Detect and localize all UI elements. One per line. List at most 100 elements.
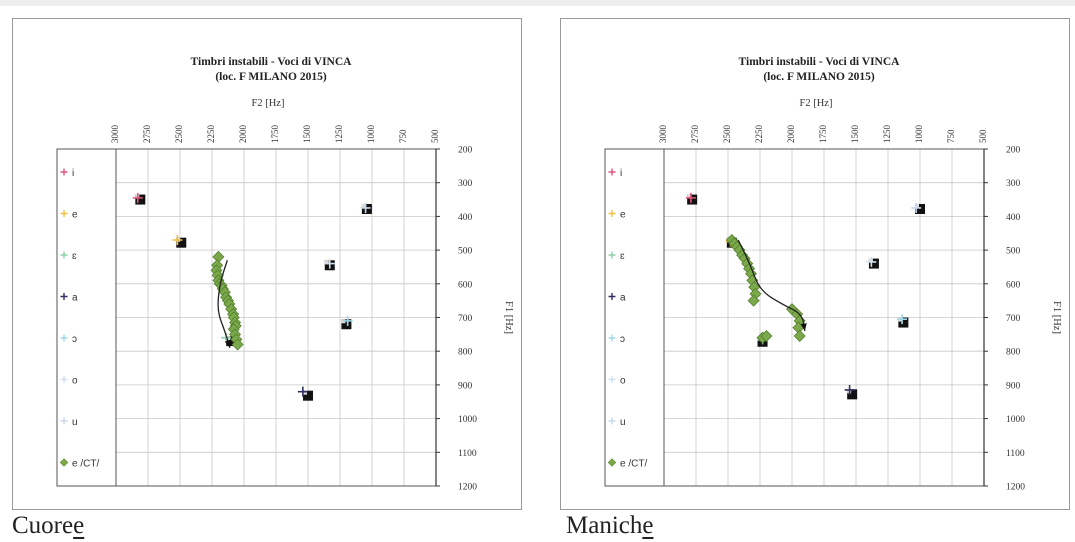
data-point-diamond: [760, 330, 773, 343]
legend-marker-plus: [60, 168, 68, 176]
legend-label: i: [72, 168, 74, 179]
y-tick-label: 1000: [1006, 415, 1025, 425]
caption-left: Cuoree: [12, 512, 84, 540]
legend-marker-plus: [608, 293, 616, 300]
x-tick-label: 2500: [174, 125, 184, 144]
black-square-highlight: [303, 390, 307, 395]
y-tick-label: 400: [1006, 213, 1021, 223]
y-tick-label: 600: [1006, 280, 1021, 290]
legend-label: e /CT/: [72, 459, 99, 470]
black-square-marker: [176, 237, 187, 248]
chart-panel-left: Timbri instabili - Voci di VINCA (loc. F …: [12, 18, 522, 510]
legend-label: a: [620, 293, 626, 304]
caption-left-text: Cuore: [12, 512, 74, 539]
legend-label: i: [620, 168, 622, 179]
x-tick-label: 2250: [754, 125, 764, 144]
y-tick-label: 800: [458, 348, 473, 358]
legend-box: [604, 148, 665, 487]
legend-label: ɛ: [620, 251, 625, 262]
y-tick-label: 200: [458, 146, 473, 156]
legend-marker-plus: [60, 334, 68, 342]
x-tick-label: 2750: [690, 125, 700, 144]
legend-box: [56, 148, 117, 487]
y-tick-label: 700: [458, 314, 473, 324]
x-tick-label: 1000: [366, 125, 376, 144]
caption-right: Maniche: [566, 512, 653, 540]
x-tick-label: 2500: [722, 125, 732, 144]
x-tick-label: 1750: [818, 125, 828, 144]
black-square-marker: [898, 317, 909, 328]
data-point-plus: [297, 386, 308, 397]
y-tick-label: 900: [1006, 381, 1021, 391]
formant-chart-left: Timbri instabili - Voci di VINCA (loc. F …: [56, 56, 514, 493]
caption-right-underlined: e: [642, 512, 654, 539]
black-square-marker: [226, 336, 237, 347]
chart-subtitle: (loc. F MILANO 2015): [763, 71, 875, 83]
legend-marker-plus: [60, 293, 68, 300]
data-point-plus: [685, 192, 696, 203]
y-tick-label: 500: [458, 247, 473, 257]
x-tick-label: 1250: [882, 125, 892, 144]
data-point-plus: [866, 256, 877, 267]
legend-marker-plus: [608, 334, 616, 342]
y-tick-label: 1000: [458, 415, 477, 425]
legend-marker-diamond: [607, 458, 617, 467]
black-square-highlight: [324, 260, 329, 265]
x-tick-label: 500: [978, 129, 988, 143]
legend-label: e: [72, 210, 78, 221]
x-tick-label: 750: [946, 129, 956, 143]
black-square-marker: [341, 319, 352, 330]
chart-subtitle: (loc. F MILANO 2015): [215, 71, 327, 83]
y-tick-label: 900: [458, 381, 473, 391]
data-point-diamond: [231, 338, 244, 351]
legend-label: ɔ: [72, 334, 77, 345]
data-point-diamond: [747, 294, 760, 307]
data-point-plus: [342, 315, 353, 326]
data-point-plus: [132, 192, 143, 203]
black-square-marker: [868, 258, 879, 269]
data-point-plus: [897, 314, 908, 325]
black-square-marker: [847, 389, 858, 400]
data-point-plus: [324, 258, 335, 269]
x-axis-label: F2 [Hz]: [800, 98, 833, 109]
black-square-marker: [361, 203, 372, 214]
top-divider: [0, 0, 1075, 6]
black-square-highlight: [687, 194, 692, 199]
data-point-diamond: [793, 330, 806, 343]
y-tick-label: 300: [1006, 179, 1021, 189]
y-tick-label: 400: [458, 213, 473, 223]
formant-chart-right: Timbri instabili - Voci di VINCA (loc. F …: [604, 56, 1062, 493]
y-tick-label: 700: [1006, 314, 1021, 324]
y-tick-label: 1100: [458, 449, 477, 459]
arrow-curve: [737, 239, 806, 332]
y-tick-label: 1200: [1006, 483, 1025, 493]
black-square-marker: [687, 194, 698, 205]
y-tick-label: 1200: [458, 483, 477, 493]
y-axis-label: F1 [Hz]: [1051, 301, 1062, 334]
legend-marker-plus: [60, 376, 68, 383]
black-square-highlight: [361, 203, 366, 208]
data-point-plus: [911, 202, 922, 213]
legend-label: u: [72, 417, 78, 428]
legend-label: e /CT/: [620, 459, 647, 470]
y-tick-label: 500: [1006, 247, 1021, 257]
y-axis-label: F1 [Hz]: [503, 301, 514, 334]
x-tick-label: 500: [430, 129, 440, 143]
legend-marker-plus: [608, 168, 616, 176]
legend-marker-plus: [608, 210, 616, 217]
x-tick-label: 1250: [334, 125, 344, 144]
y-tick-label: 300: [458, 179, 473, 189]
arrow-head: [800, 323, 807, 331]
x-tick-label: 2750: [142, 125, 152, 144]
legend-label: a: [72, 293, 78, 304]
x-tick-label: 2000: [238, 125, 248, 144]
legend-label: u: [620, 417, 626, 428]
legend-marker-plus: [608, 376, 616, 383]
arrow-head: [224, 339, 231, 348]
black-square-marker: [915, 203, 925, 214]
caption-right-text: Manich: [566, 512, 643, 539]
legend-label: ɔ: [620, 334, 625, 345]
y-tick-label: 200: [1006, 146, 1021, 156]
x-tick-label: 1500: [850, 125, 860, 144]
black-square-marker: [303, 390, 313, 401]
